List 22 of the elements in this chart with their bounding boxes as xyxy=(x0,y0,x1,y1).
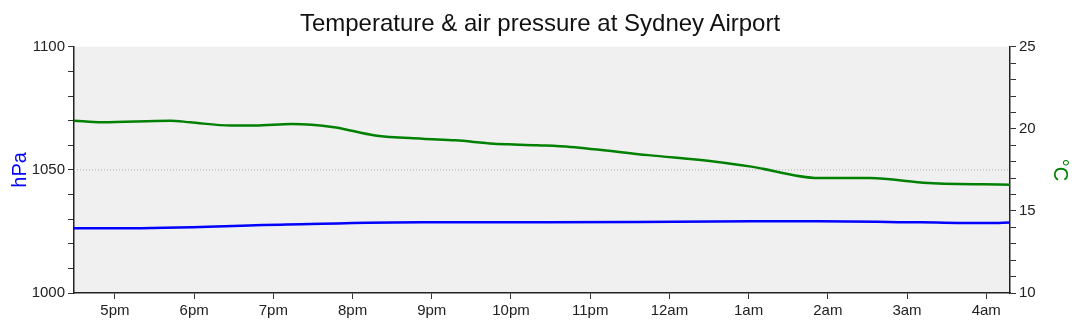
y-tick-label: 1050 xyxy=(31,160,65,178)
x-tick-label: 11pm xyxy=(571,301,609,319)
y2-tick-label: 20 xyxy=(1019,119,1036,137)
x-tick-label: 12am xyxy=(650,301,689,319)
y-tick-label: 1000 xyxy=(31,283,65,301)
x-tick-label: 8pm xyxy=(337,301,368,319)
x-tick-label: 7pm xyxy=(258,301,288,319)
y-axis-title: hPa xyxy=(7,151,30,188)
x-tick-label: 2am xyxy=(813,301,843,319)
chart-title: Temperature & air pressure at Sydney Airport xyxy=(299,9,781,37)
x-tick-label: 10pm xyxy=(492,301,530,319)
x-tick-label: 3am xyxy=(892,301,922,319)
y2-tick-label: 25 xyxy=(1019,36,1036,54)
x-tick-label: 1am xyxy=(734,301,764,319)
y2-axis-title: °C xyxy=(1050,158,1073,182)
y-tick-label: 1100 xyxy=(32,36,65,54)
y2-tick-label: 15 xyxy=(1019,201,1036,219)
x-tick-label: 9pm xyxy=(417,301,447,319)
y2-tick-label: 10 xyxy=(1019,283,1036,301)
x-tick-label: 4am xyxy=(971,301,1001,319)
x-tick-label: 6pm xyxy=(179,301,209,319)
x-tick-label: 5pm xyxy=(100,301,130,319)
